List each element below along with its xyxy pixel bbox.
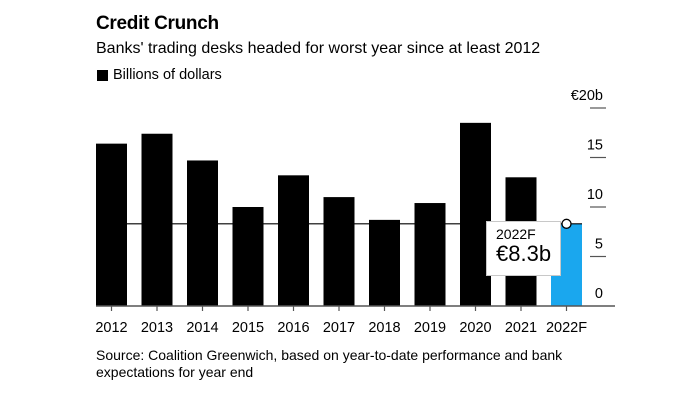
bar-2018 bbox=[369, 219, 400, 306]
chart-subtitle: Banks' trading desks headed for worst ye… bbox=[96, 40, 541, 57]
bar-2014 bbox=[187, 160, 218, 306]
x-tick-label: 2019 bbox=[414, 320, 446, 336]
bar-2019 bbox=[414, 203, 446, 306]
callout-label: 2022F bbox=[496, 226, 536, 242]
bar-2015 bbox=[232, 207, 264, 306]
x-tick-label: 2016 bbox=[277, 320, 309, 336]
bar-2012 bbox=[96, 143, 127, 306]
x-tick-label: 2012 bbox=[95, 320, 127, 336]
value-callout: 2022F €8.3b bbox=[486, 221, 561, 276]
callout-value: €8.3b bbox=[496, 241, 552, 266]
x-tick-label: 2017 bbox=[323, 320, 355, 336]
y-tick-label: 15 bbox=[587, 138, 603, 154]
legend-swatch bbox=[97, 69, 108, 81]
y-tick-label: €20b bbox=[571, 88, 603, 104]
y-axis-ticks: 0 5 10 15 €20b bbox=[571, 88, 606, 302]
x-axis-ticks: 2012 2013 2014 2015 2016 2017 2018 2019 2020 2021… bbox=[95, 306, 587, 336]
x-tick-label: 2015 bbox=[232, 320, 264, 336]
x-tick-label: 2014 bbox=[186, 320, 218, 336]
chart-title: Credit Crunch bbox=[96, 13, 219, 34]
x-tick-label: 2021 bbox=[505, 320, 537, 336]
y-tick-label: 5 bbox=[595, 237, 603, 253]
bars-group bbox=[96, 122, 582, 306]
y-tick-label: 0 bbox=[595, 286, 603, 302]
x-tick-label: 2020 bbox=[459, 320, 491, 336]
legend-label: Billions of dollars bbox=[113, 67, 222, 83]
x-tick-label: 2022F bbox=[546, 320, 587, 336]
bar-2016 bbox=[278, 175, 309, 306]
legend: Billions of dollars bbox=[97, 67, 222, 83]
x-tick-label: 2013 bbox=[141, 320, 173, 336]
bar-2017 bbox=[323, 197, 355, 306]
bar-2013 bbox=[141, 133, 173, 306]
highlight-marker bbox=[561, 218, 572, 229]
x-tick-label: 2018 bbox=[368, 320, 400, 336]
y-tick-label: 10 bbox=[587, 187, 603, 203]
bar-2020 bbox=[460, 122, 491, 306]
source-note: Source: Coalition Greenwich, based on ye… bbox=[96, 347, 563, 380]
